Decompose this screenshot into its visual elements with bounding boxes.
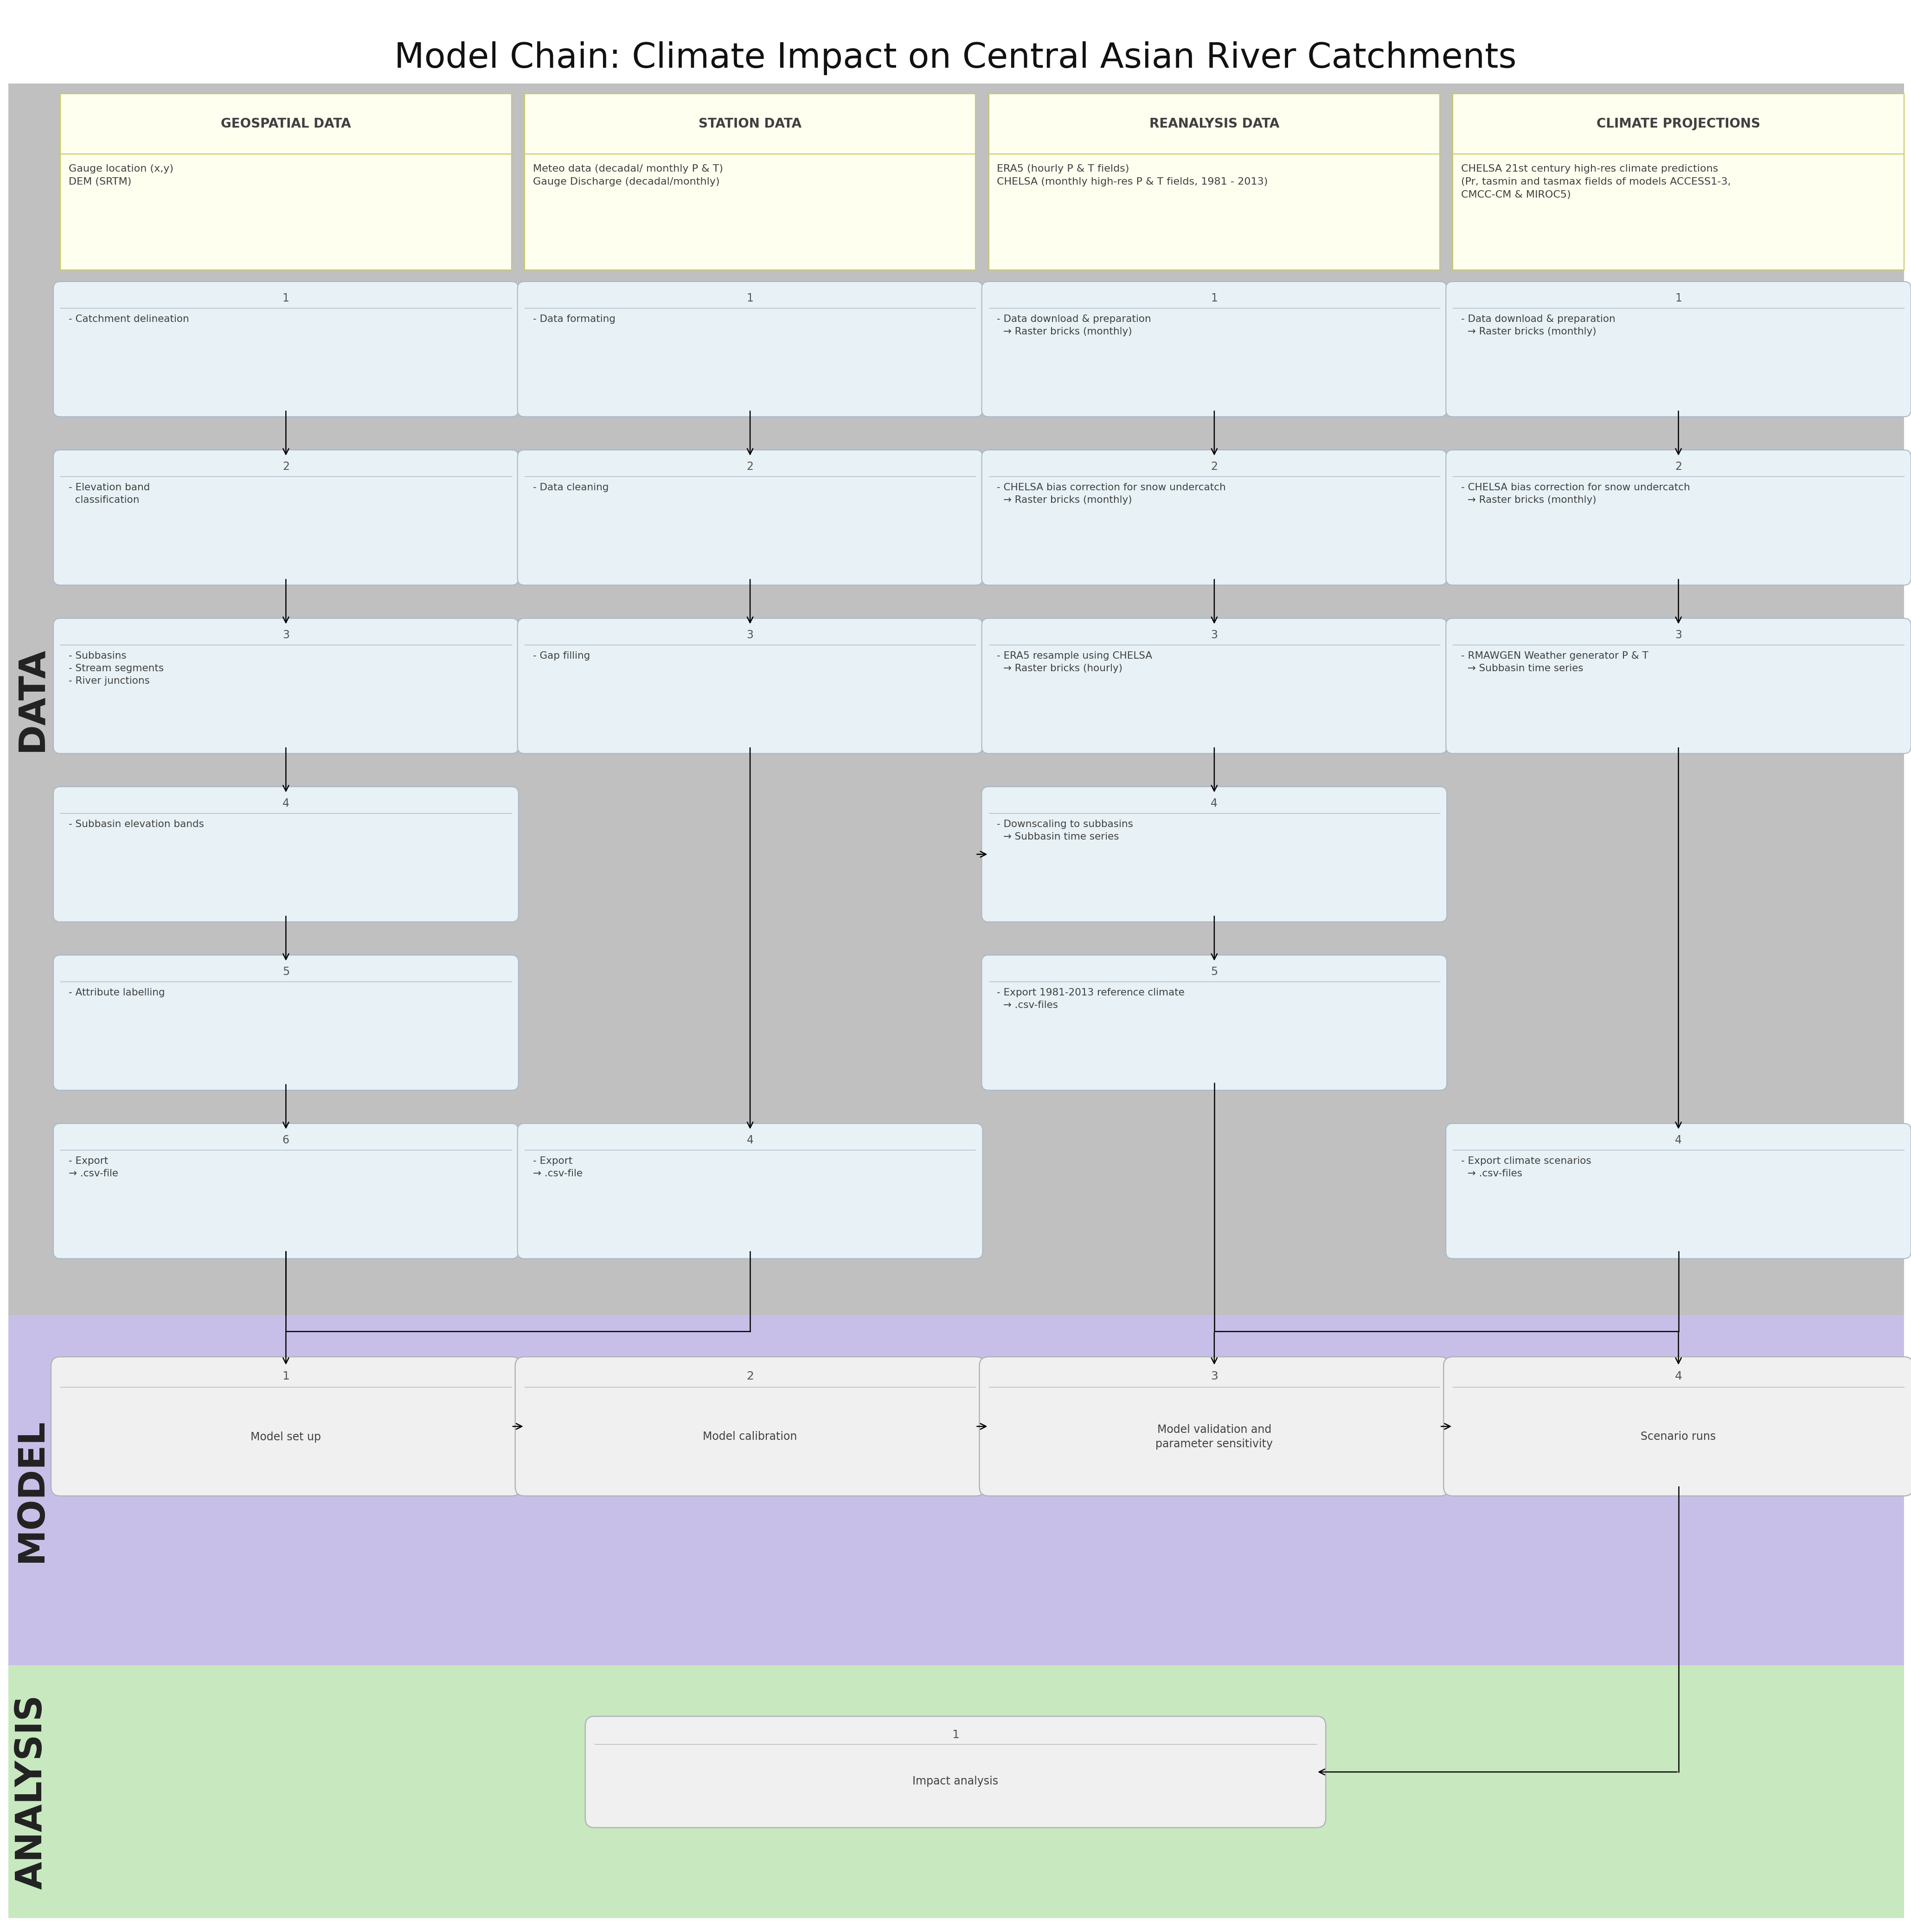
FancyBboxPatch shape xyxy=(1452,155,1903,270)
FancyBboxPatch shape xyxy=(54,450,518,585)
FancyBboxPatch shape xyxy=(61,155,512,270)
Text: 3: 3 xyxy=(1674,630,1682,641)
FancyBboxPatch shape xyxy=(982,450,1447,585)
Text: - Data download & preparation
  → Raster bricks (monthly): - Data download & preparation → Raster b… xyxy=(1462,315,1615,336)
Text: GEOSPATIAL DATA: GEOSPATIAL DATA xyxy=(222,118,352,129)
Text: 2: 2 xyxy=(1674,462,1682,471)
Text: 4: 4 xyxy=(283,798,289,810)
FancyBboxPatch shape xyxy=(516,1356,984,1495)
Text: 1: 1 xyxy=(1676,294,1682,303)
Text: Model validation and
parameter sensitivity: Model validation and parameter sensitivi… xyxy=(1156,1424,1273,1449)
FancyBboxPatch shape xyxy=(524,93,977,155)
Text: - Subbasin elevation bands: - Subbasin elevation bands xyxy=(69,819,204,829)
Text: 5: 5 xyxy=(283,966,289,978)
Text: - Gap filling: - Gap filling xyxy=(533,651,590,661)
Text: Gauge location (x,y)
DEM (SRTM): Gauge location (x,y) DEM (SRTM) xyxy=(69,164,174,187)
Text: 1: 1 xyxy=(283,1372,290,1381)
Text: Impact analysis: Impact analysis xyxy=(913,1776,998,1787)
Text: ANALYSIS: ANALYSIS xyxy=(13,1694,50,1889)
FancyBboxPatch shape xyxy=(982,618,1447,753)
Text: - CHELSA bias correction for snow undercatch
  → Raster bricks (monthly): - CHELSA bias correction for snow underc… xyxy=(1462,483,1689,504)
FancyBboxPatch shape xyxy=(518,1124,982,1258)
Text: - CHELSA bias correction for snow undercatch
  → Raster bricks (monthly): - CHELSA bias correction for snow underc… xyxy=(998,483,1227,504)
FancyBboxPatch shape xyxy=(988,93,1439,155)
Text: - Downscaling to subbasins
  → Subbasin time series: - Downscaling to subbasins → Subbasin ti… xyxy=(998,819,1133,842)
Text: - RMAWGEN Weather generator P & T
  → Subbasin time series: - RMAWGEN Weather generator P & T → Subb… xyxy=(1462,651,1649,672)
FancyBboxPatch shape xyxy=(518,450,982,585)
Text: - Export 1981-2013 reference climate
  → .csv-files: - Export 1981-2013 reference climate → .… xyxy=(998,987,1185,1010)
Text: REANALYSIS DATA: REANALYSIS DATA xyxy=(1149,118,1278,129)
FancyBboxPatch shape xyxy=(1443,1356,1911,1495)
Text: 6: 6 xyxy=(283,1134,289,1146)
Text: 2: 2 xyxy=(283,462,289,471)
FancyBboxPatch shape xyxy=(524,155,977,270)
Text: 5: 5 xyxy=(1212,966,1217,978)
Text: ERA5 (hourly P & T fields)
CHELSA (monthly high-res P & T fields, 1981 - 2013): ERA5 (hourly P & T fields) CHELSA (month… xyxy=(998,164,1269,187)
Text: - Export climate scenarios
  → .csv-files: - Export climate scenarios → .csv-files xyxy=(1462,1157,1592,1179)
FancyBboxPatch shape xyxy=(54,786,518,922)
FancyBboxPatch shape xyxy=(61,93,512,155)
Text: Model set up: Model set up xyxy=(250,1432,321,1443)
Text: CLIMATE PROJECTIONS: CLIMATE PROJECTIONS xyxy=(1596,118,1760,129)
Text: 2: 2 xyxy=(1212,462,1217,471)
FancyBboxPatch shape xyxy=(982,954,1447,1090)
Text: Scenario runs: Scenario runs xyxy=(1642,1432,1716,1443)
Text: Model Chain: Climate Impact on Central Asian River Catchments: Model Chain: Climate Impact on Central A… xyxy=(394,41,1517,75)
Text: 3: 3 xyxy=(1210,1372,1217,1381)
FancyBboxPatch shape xyxy=(52,1356,522,1495)
FancyBboxPatch shape xyxy=(1447,450,1911,585)
FancyBboxPatch shape xyxy=(54,954,518,1090)
Text: 3: 3 xyxy=(747,630,753,641)
Text: - Elevation band
  classification: - Elevation band classification xyxy=(69,483,149,504)
FancyBboxPatch shape xyxy=(54,1124,518,1258)
Text: 1: 1 xyxy=(747,294,753,303)
FancyBboxPatch shape xyxy=(978,1356,1449,1495)
FancyBboxPatch shape xyxy=(982,282,1447,417)
FancyBboxPatch shape xyxy=(585,1716,1326,1828)
FancyBboxPatch shape xyxy=(988,155,1439,270)
FancyBboxPatch shape xyxy=(54,618,518,753)
FancyBboxPatch shape xyxy=(982,786,1447,922)
Text: 1: 1 xyxy=(1212,294,1217,303)
Text: STATION DATA: STATION DATA xyxy=(699,118,801,129)
Text: - Data cleaning: - Data cleaning xyxy=(533,483,610,493)
Text: 1: 1 xyxy=(952,1729,959,1741)
FancyBboxPatch shape xyxy=(1447,1124,1911,1258)
Text: 2: 2 xyxy=(747,1372,753,1381)
Text: CHELSA 21st century high-res climate predictions
(Pr, tasmin and tasmax fields o: CHELSA 21st century high-res climate pre… xyxy=(1462,164,1731,199)
Text: - Catchment delineation: - Catchment delineation xyxy=(69,315,189,325)
FancyBboxPatch shape xyxy=(1452,93,1903,155)
Text: 4: 4 xyxy=(1674,1134,1682,1146)
Text: Model calibration: Model calibration xyxy=(703,1432,797,1443)
Text: 1: 1 xyxy=(283,294,289,303)
Text: 3: 3 xyxy=(1212,630,1217,641)
FancyBboxPatch shape xyxy=(518,618,982,753)
Text: DATA: DATA xyxy=(13,647,50,752)
Text: 4: 4 xyxy=(1212,798,1217,810)
FancyBboxPatch shape xyxy=(54,282,518,417)
Text: 3: 3 xyxy=(283,630,289,641)
FancyBboxPatch shape xyxy=(8,1316,1903,1665)
Text: - Data formating: - Data formating xyxy=(533,315,615,325)
Text: - Attribute labelling: - Attribute labelling xyxy=(69,987,164,997)
Text: - Export
→ .csv-file: - Export → .csv-file xyxy=(533,1157,583,1179)
Text: Meteo data (decadal/ monthly P & T)
Gauge Discharge (decadal/monthly): Meteo data (decadal/ monthly P & T) Gaug… xyxy=(533,164,722,187)
FancyBboxPatch shape xyxy=(8,83,1903,1316)
Text: - ERA5 resample using CHELSA
  → Raster bricks (hourly): - ERA5 resample using CHELSA → Raster br… xyxy=(998,651,1152,672)
FancyBboxPatch shape xyxy=(1447,282,1911,417)
FancyBboxPatch shape xyxy=(518,282,982,417)
Text: - Export
→ .csv-file: - Export → .csv-file xyxy=(69,1157,118,1179)
Text: 4: 4 xyxy=(747,1134,753,1146)
Text: 4: 4 xyxy=(1674,1372,1682,1381)
FancyBboxPatch shape xyxy=(8,1665,1903,1918)
Text: 2: 2 xyxy=(747,462,753,471)
Text: - Subbasins
- Stream segments
- River junctions: - Subbasins - Stream segments - River ju… xyxy=(69,651,164,686)
Text: MODEL: MODEL xyxy=(13,1418,50,1563)
Text: - Data download & preparation
  → Raster bricks (monthly): - Data download & preparation → Raster b… xyxy=(998,315,1150,336)
FancyBboxPatch shape xyxy=(1447,618,1911,753)
